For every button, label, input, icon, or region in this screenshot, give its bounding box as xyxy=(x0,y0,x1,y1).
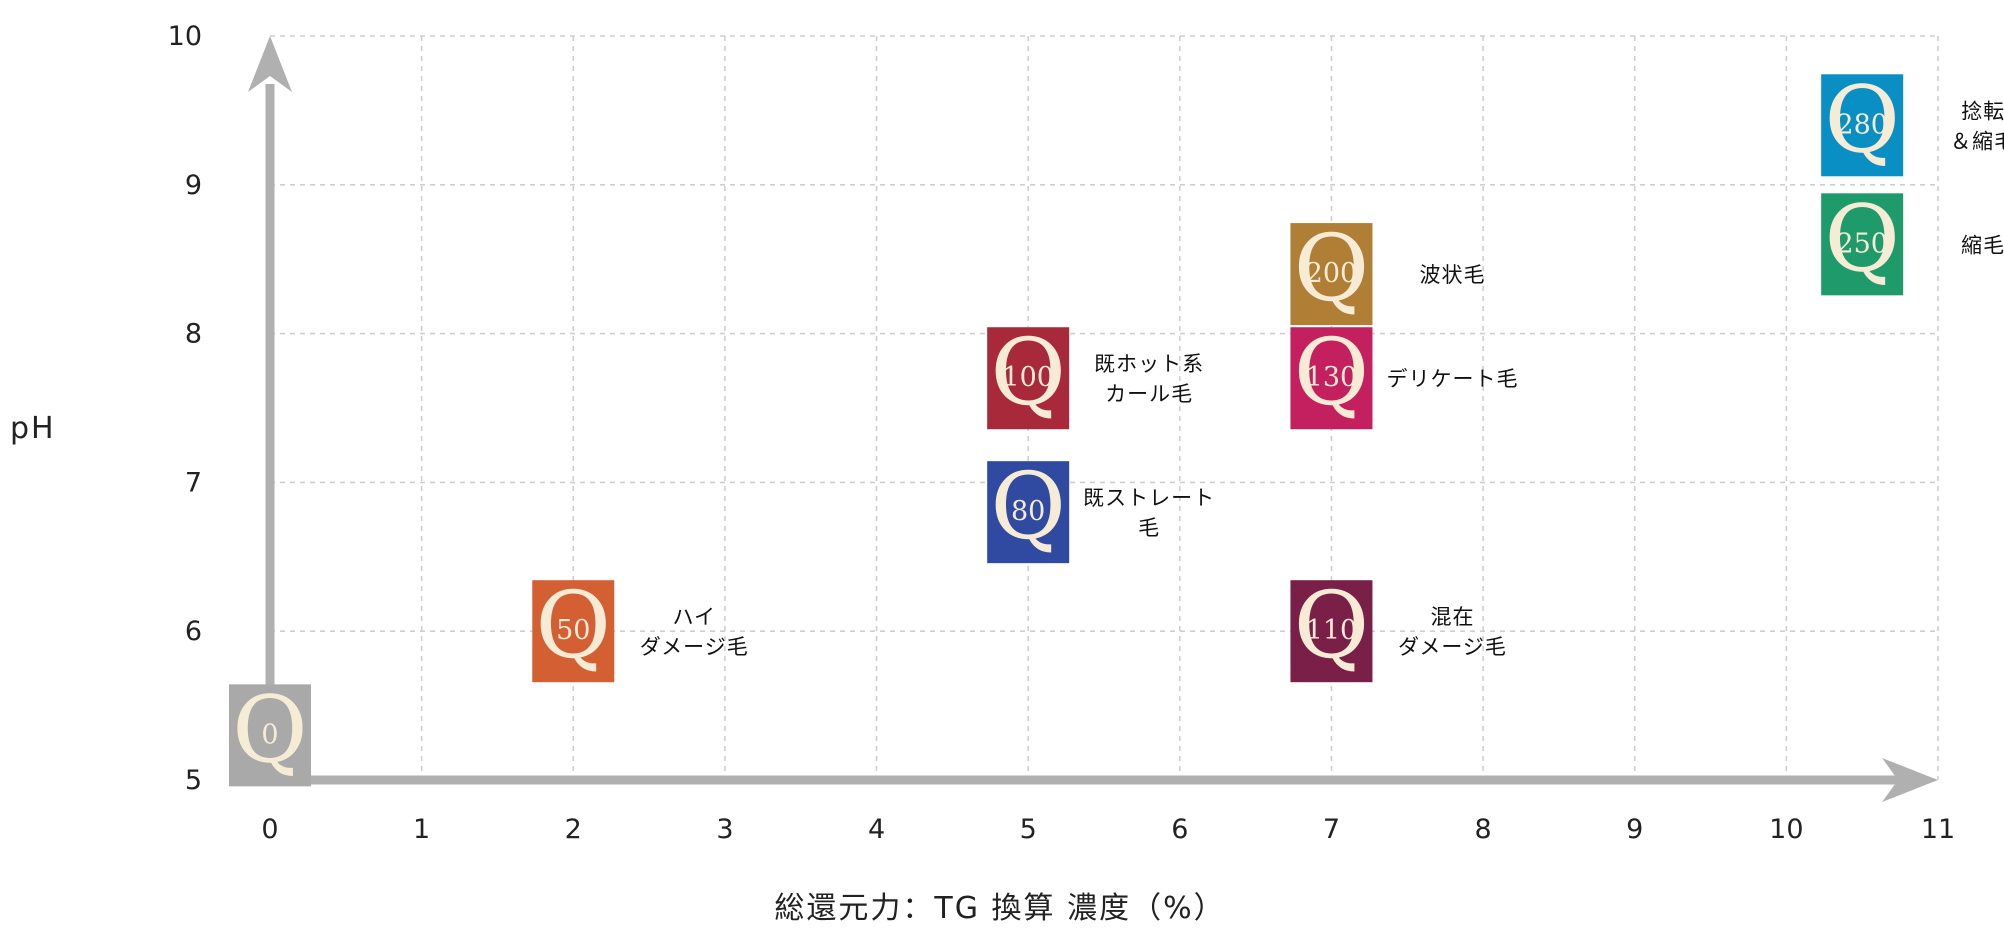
x-axis-title: 総還元力：TG 換算 濃度（%） xyxy=(774,891,1225,926)
q-logo-icon: Q xyxy=(990,319,1065,426)
point-marker xyxy=(1821,193,1904,296)
point-category-label: 波状毛 xyxy=(1419,263,1485,287)
point-category-label: 既ホット系 xyxy=(1094,352,1204,376)
x-tick-label: 8 xyxy=(1474,814,1491,845)
x-tick-label: 9 xyxy=(1626,814,1643,845)
point-value-label: 50 xyxy=(556,615,590,646)
x-tick-label: 0 xyxy=(261,814,278,845)
q-logo-icon: Q xyxy=(232,676,307,783)
axes xyxy=(248,36,1938,802)
q-logo-icon: Q xyxy=(1294,215,1369,322)
x-axis-arrowhead xyxy=(1882,758,1938,802)
q-logo-icon: Q xyxy=(1294,319,1369,426)
point-marker xyxy=(987,461,1070,564)
point-category-label: 毛 xyxy=(1138,516,1160,540)
q-logo-icon: Q xyxy=(536,572,611,679)
point-value-label: 80 xyxy=(1011,496,1045,527)
x-tick-label: 2 xyxy=(565,814,582,845)
y-axis-arrowhead xyxy=(248,36,292,92)
q-logo-icon: Q xyxy=(1824,66,1899,173)
x-tick-label: 4 xyxy=(868,814,885,845)
y-axis-title: pH xyxy=(10,411,56,446)
point-0: Q0 xyxy=(229,676,311,787)
x-tick-label: 1 xyxy=(413,814,430,845)
point-marker xyxy=(532,580,615,683)
point-marker xyxy=(1290,580,1373,683)
y-tick-label: 6 xyxy=(185,616,202,647)
point-value-label: 110 xyxy=(1306,615,1358,646)
q-logo-icon: Q xyxy=(1294,572,1369,679)
point-category-label: ダメージ毛 xyxy=(640,635,749,659)
x-tick-label: 7 xyxy=(1323,814,1340,845)
point-marker xyxy=(1290,327,1373,430)
point-value-label: 250 xyxy=(1836,228,1888,259)
point-category-label: 混在 xyxy=(1430,605,1474,629)
point-value-label: 100 xyxy=(1002,362,1054,393)
q-logo-icon: Q xyxy=(1824,185,1899,292)
y-tick-label: 10 xyxy=(168,21,202,52)
y-tick-label: 7 xyxy=(185,467,202,498)
x-tick-label: 5 xyxy=(1020,814,1037,845)
point-value-label: 280 xyxy=(1836,109,1888,140)
point-category-label: デリケート毛 xyxy=(1386,367,1518,391)
point-category-label: ＆縮毛 xyxy=(1950,129,2004,153)
y-tick-label: 9 xyxy=(185,170,202,201)
point-category-label: 縮毛 xyxy=(1961,233,2004,257)
grid xyxy=(270,35,1939,780)
point-category-label: ハイ xyxy=(672,605,716,629)
y-tick-label: 8 xyxy=(185,319,202,350)
point-marker xyxy=(987,327,1070,430)
point-category-label: 既ストレート xyxy=(1083,486,1215,510)
q-logo-icon: Q xyxy=(990,453,1065,560)
point-value-label: 200 xyxy=(1306,258,1358,289)
y-tick-label: 5 xyxy=(185,765,202,796)
point-value-label: 130 xyxy=(1306,362,1358,393)
tick-labels: 0 1 2 3 4 5 6 7 8 9 10 11 5 6 7 8 9 10 xyxy=(168,21,1956,845)
x-tick-label: 11 xyxy=(1921,814,1955,845)
point-category-label: 捻転 xyxy=(1961,99,2004,123)
x-tick-label: 10 xyxy=(1769,814,1803,845)
point-value-label: 0 xyxy=(261,719,278,750)
point-category-label: カール毛 xyxy=(1105,382,1193,406)
point-marker xyxy=(1821,74,1904,177)
x-tick-label: 6 xyxy=(1171,814,1188,845)
point-marker xyxy=(229,684,311,787)
point-category-label: ダメージ毛 xyxy=(1398,635,1507,659)
point-marker xyxy=(1290,223,1373,326)
x-tick-label: 3 xyxy=(716,814,733,845)
